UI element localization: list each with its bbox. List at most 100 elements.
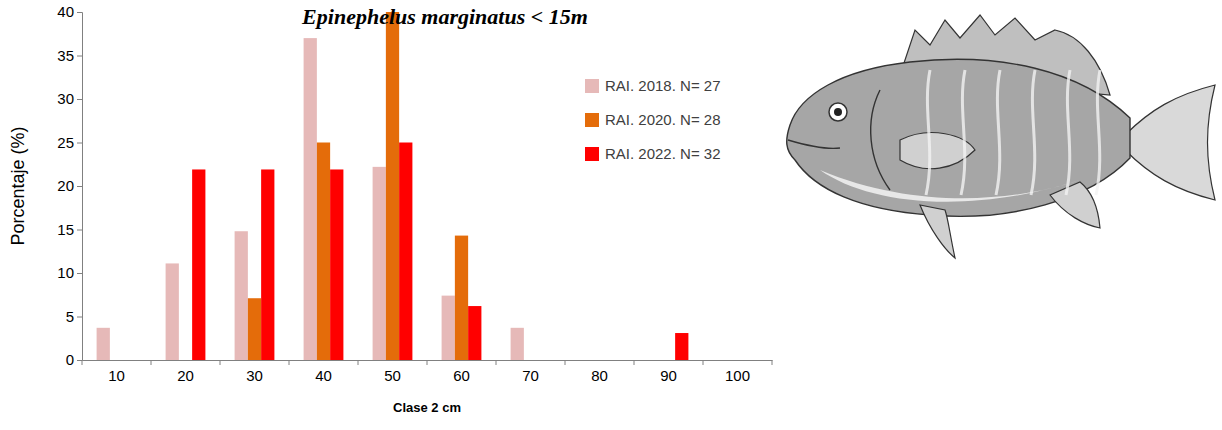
fish-eye <box>829 103 847 121</box>
bar <box>649 360 662 361</box>
fish-stripe <box>1096 70 1100 195</box>
y-tick: 0 <box>66 351 82 368</box>
bar <box>442 296 455 360</box>
bar <box>97 328 110 360</box>
y-tick-mark <box>77 12 82 13</box>
bar <box>731 360 744 361</box>
x-tick-label: 10 <box>108 367 125 384</box>
x-tick-label: 70 <box>522 367 539 384</box>
bar <box>166 263 179 360</box>
x-axis: 10 20 30 40 50 60 70 80 90 100 <box>83 360 773 384</box>
y-tick-label: 30 <box>57 90 74 107</box>
x-tick-label: 20 <box>177 367 194 384</box>
x-tick-label: 60 <box>453 367 470 384</box>
fish-belly <box>820 170 1080 202</box>
chart-root: 0510152025303540102030405060708090100Por… <box>0 0 1222 430</box>
fish-pupil <box>834 108 842 116</box>
bar <box>110 360 123 361</box>
x-band-divider <box>289 360 290 365</box>
legend: RAI. 2018. N= 27 RAI. 2020. N= 28 RAI. 202… <box>585 77 721 162</box>
bar <box>524 360 537 361</box>
x-tick: 60 <box>453 360 470 384</box>
bar <box>718 360 731 361</box>
y-tick-label: 10 <box>57 264 74 281</box>
y-tick-label: 40 <box>57 3 74 20</box>
x-band-divider <box>220 360 221 365</box>
bar <box>511 328 524 360</box>
bar <box>192 169 205 360</box>
legend-item: RAI. 2020. N= 28 <box>585 111 721 128</box>
x-tick-label: 40 <box>315 367 332 384</box>
bar-series <box>248 12 468 360</box>
bar <box>123 360 136 361</box>
y-tick-label: 35 <box>57 47 74 64</box>
bar <box>468 306 481 360</box>
legend-label: RAI. 2022. N= 32 <box>605 145 721 162</box>
bar <box>235 231 248 360</box>
bar <box>317 143 330 361</box>
bar <box>606 360 619 361</box>
y-tick-mark <box>77 56 82 57</box>
y-axis: 0510152025303540 <box>57 3 82 368</box>
y-tick: 30 <box>57 90 82 107</box>
y-tick-label: 25 <box>57 134 74 151</box>
y-tick: 40 <box>57 3 82 20</box>
fish-illustration <box>787 15 1215 258</box>
legend-swatch <box>585 79 599 93</box>
y-tick-label: 20 <box>57 177 74 194</box>
y-tick: 5 <box>66 308 82 325</box>
bar <box>399 143 412 361</box>
x-tick-label: 50 <box>384 367 401 384</box>
bar-series <box>192 143 688 361</box>
x-tick: 10 <box>108 360 125 384</box>
x-band-divider <box>565 360 566 365</box>
x-tick-label: 90 <box>660 367 677 384</box>
chart-title: Epinephelus marginatus < 15m <box>301 4 588 29</box>
bar <box>593 360 606 361</box>
fish-gill <box>871 90 890 190</box>
x-band-divider <box>82 360 83 365</box>
fish-pelvic-fin <box>920 205 955 258</box>
bar <box>373 167 386 360</box>
bar <box>261 169 274 360</box>
x-band-divider <box>151 360 152 365</box>
fish-stripe <box>961 70 965 195</box>
x-tick: 20 <box>177 360 194 384</box>
fish-stripe <box>1066 70 1070 195</box>
y-axis-title: Porcentaje (%) <box>8 126 28 245</box>
legend-item: RAI. 2018. N= 27 <box>585 77 721 94</box>
legend-swatch <box>585 147 599 161</box>
x-band-divider <box>634 360 635 365</box>
bar-series <box>97 38 524 360</box>
y-tick-label: 5 <box>66 308 74 325</box>
y-axis-line <box>77 13 83 361</box>
fish-anal-fin <box>1050 182 1100 228</box>
y-tick-mark <box>77 230 82 231</box>
y-tick: 35 <box>57 47 82 64</box>
x-tick: 40 <box>315 360 332 384</box>
bars <box>97 12 689 360</box>
x-tick: 70 <box>522 360 539 384</box>
x-axis-title: Clase 2 cm <box>393 400 461 415</box>
x-tick: 80 <box>591 360 608 384</box>
x-tick-label: 100 <box>725 367 750 384</box>
x-tick: 100 <box>725 360 750 384</box>
bar <box>744 360 757 361</box>
y-tick-mark <box>77 360 82 361</box>
fish-stripe <box>996 70 1000 195</box>
y-tick-mark <box>77 317 82 318</box>
x-tick-label: 30 <box>246 367 263 384</box>
bar <box>330 169 343 360</box>
bar <box>179 360 192 361</box>
y-tick-mark <box>77 99 82 100</box>
x-band-divider <box>358 360 359 365</box>
y-tick-label: 0 <box>66 351 74 368</box>
x-tick: 50 <box>384 360 401 384</box>
x-band-divider <box>772 360 773 365</box>
bar <box>537 360 550 361</box>
bar <box>248 298 261 360</box>
fish-mouth <box>788 140 840 148</box>
legend-item: RAI. 2022. N= 32 <box>585 145 721 162</box>
y-tick: 10 <box>57 264 82 281</box>
bar <box>662 360 675 361</box>
